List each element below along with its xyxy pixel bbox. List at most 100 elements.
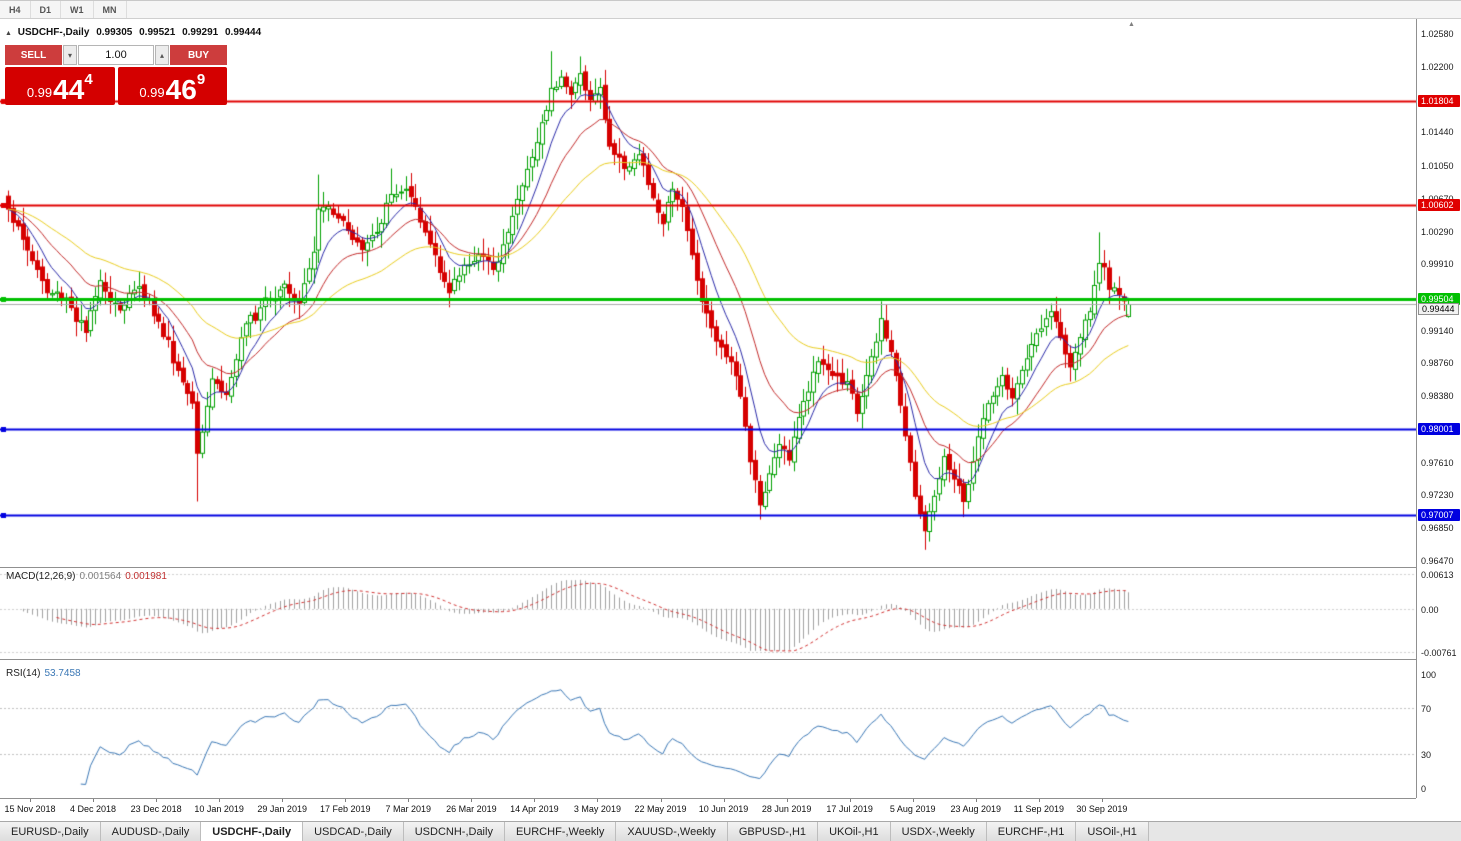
time-tick (93, 799, 94, 802)
price-tick: 1.00290 (1421, 226, 1454, 237)
chart-title: ▲ USDCHF-,Daily 0.99305 0.99521 0.99291 … (5, 27, 265, 38)
timeline-date: 4 Dec 2018 (70, 804, 117, 814)
time-tick (913, 799, 914, 802)
rsi-name: RSI(14) (6, 668, 41, 679)
time-axis[interactable]: 15 Nov 2018 4 Dec 2018 23 Dec 2018 10 Jan 2… (0, 798, 1416, 821)
timeline-date: 10 Jan 2019 (194, 804, 244, 814)
timeline-date: 26 Mar 2019 (446, 804, 497, 814)
rsi-axis-tick: 70 (1421, 704, 1432, 715)
time-tick (534, 799, 535, 802)
timeline-date: 3 May 2019 (573, 804, 621, 814)
timeline-date: 10 Jun 2019 (698, 804, 749, 814)
volume-input[interactable]: 1.00 (78, 45, 154, 65)
rsi-value: 53.7458 (44, 668, 81, 679)
timeframe-button-mn[interactable]: MN (94, 1, 127, 18)
time-tick (345, 799, 346, 802)
time-tick (282, 799, 283, 802)
bid-price-label: 0.99444 (1418, 303, 1459, 316)
price-tick: 1.02580 (1421, 29, 1454, 39)
price-tick: 0.98760 (1421, 358, 1454, 369)
hline-price-badge: 0.99504 (1418, 293, 1460, 306)
rsi-panel-separator[interactable] (0, 659, 1461, 660)
rsi-label: RSI(14) 53.7458 (6, 668, 81, 679)
price-axis[interactable]: 1.025801.022001.014401.010501.006701.002… (1416, 18, 1461, 798)
tab-usoil-h1[interactable]: USOil-,H1 (1076, 822, 1149, 841)
macd-name: MACD(12,26,9) (6, 571, 76, 582)
rsi-canvas[interactable] (0, 660, 1416, 798)
timeline-date: 30 Sep 2019 (1076, 804, 1128, 814)
macd-signal-value: 0.001981 (125, 571, 167, 582)
timeline-date: 11 Sep 2019 (1013, 804, 1064, 814)
collapse-panel-icon[interactable]: ▲ (5, 30, 12, 37)
timeline-date: 17 Feb 2019 (319, 804, 371, 814)
volume-increase-button[interactable]: ▴ (155, 45, 169, 65)
trade-price-row: 0.99 44 4 0.99 46 9 (5, 67, 227, 105)
tab-usdx-weekly[interactable]: USDX-,Weekly (890, 822, 987, 841)
tab-usdcnh-daily[interactable]: USDCNH-,Daily (403, 822, 505, 841)
timeline-date: 23 Aug 2019 (950, 804, 1002, 814)
timeframe-button-d1[interactable]: D1 (31, 1, 62, 18)
macd-main-value: 0.001564 (79, 571, 122, 582)
tab-xauusd-weekly[interactable]: XAUUSD-,Weekly (616, 822, 728, 841)
time-tick (976, 799, 977, 802)
price-tick: 0.96850 (1421, 523, 1454, 534)
timeline-date: 17 Jul 2019 (826, 804, 873, 814)
tab-gbpusd-h1[interactable]: GBPUSD-,H1 (727, 822, 819, 841)
macd-panel-separator[interactable] (0, 567, 1461, 568)
tab-eurusd-daily[interactable]: EURUSD-,Daily (0, 822, 101, 841)
macd-canvas[interactable] (0, 568, 1416, 659)
price-tick: 0.99910 (1421, 259, 1454, 270)
macd-panel: MACD(12,26,9) 0.001564 0.001981 (0, 568, 1416, 659)
tab-ukoil-h1[interactable]: UKOil-,H1 (818, 822, 891, 841)
price-chart-canvas[interactable] (0, 18, 1416, 567)
price-tick: 0.98380 (1421, 391, 1454, 402)
price-tick: 0.97230 (1421, 490, 1454, 501)
sell-price-button[interactable]: 0.99 44 4 (5, 67, 115, 105)
timeline-date: 23 Dec 2018 (130, 804, 182, 814)
buy-button[interactable]: BUY (170, 45, 227, 65)
timeline-date: 22 May 2019 (634, 804, 687, 814)
macd-axis-tick: 0.00613 (1421, 570, 1454, 580)
tab-usdcad-daily[interactable]: USDCAD-,Daily (303, 822, 404, 841)
rsi-axis-tick: 30 (1421, 749, 1432, 760)
buy-price-big: 46 (165, 74, 197, 106)
time-tick (1102, 799, 1103, 802)
macd-axis-tick: 0.00 (1421, 604, 1439, 615)
timeline-date: 15 Nov 2018 (4, 804, 56, 814)
sell-price-prefix: 0.99 (26, 85, 53, 100)
time-tick (156, 799, 157, 802)
tab-eurchf-weekly[interactable]: EURCHF-,Weekly (504, 822, 617, 841)
volume-decrease-button[interactable]: ▾ (63, 45, 77, 65)
sell-price-big: 44 (53, 74, 85, 106)
sell-button[interactable]: SELL (5, 45, 62, 65)
ohlc-high: 0.99521 (139, 27, 176, 38)
chart-tabs-bar: EURUSD-,Daily AUDUSD-,Daily USDCHF-,Daily U… (0, 821, 1461, 841)
price-tick: 0.99140 (1421, 325, 1454, 336)
rsi-axis-tick: 100 (1421, 670, 1437, 680)
buy-price-pip: 9 (196, 71, 206, 88)
time-tick (597, 799, 598, 802)
tab-eurchf-h1[interactable]: EURCHF-,H1 (986, 822, 1077, 841)
timeline-date: 5 Aug 2019 (889, 804, 936, 814)
rsi-axis-tick: 0 (1421, 784, 1427, 794)
macd-label: MACD(12,26,9) 0.001564 0.001981 (6, 571, 167, 582)
timeframe-button-w1[interactable]: W1 (61, 1, 94, 18)
timeline-date: 29 Jan 2019 (257, 804, 307, 814)
price-tick: 1.02200 (1421, 61, 1454, 72)
time-tick (30, 799, 31, 802)
ohlc-low: 0.99291 (182, 27, 219, 38)
macd-axis-tick: -0.00761 (1421, 648, 1457, 658)
price-tick: 0.96470 (1421, 556, 1454, 566)
buy-price-button[interactable]: 0.99 46 9 (117, 67, 227, 106)
hline-price-badge: 0.98001 (1418, 422, 1460, 435)
tab-audusd-daily[interactable]: AUDUSD-,Daily (100, 822, 202, 841)
timeframe-button-h4[interactable]: H4 (0, 1, 31, 18)
price-tick: 0.97610 (1421, 457, 1454, 468)
chart-shift-icon[interactable]: ▲ (1128, 21, 1135, 28)
hline-price-badge: 1.01804 (1418, 94, 1460, 107)
sell-price-pip: 4 (84, 71, 93, 88)
timeline-date: 28 Jun 2019 (761, 804, 812, 814)
tab-usdchf-daily[interactable]: USDCHF-,Daily (201, 822, 304, 841)
price-tick: 1.01440 (1421, 127, 1454, 138)
hline-price-badge: 0.97007 (1418, 508, 1460, 521)
